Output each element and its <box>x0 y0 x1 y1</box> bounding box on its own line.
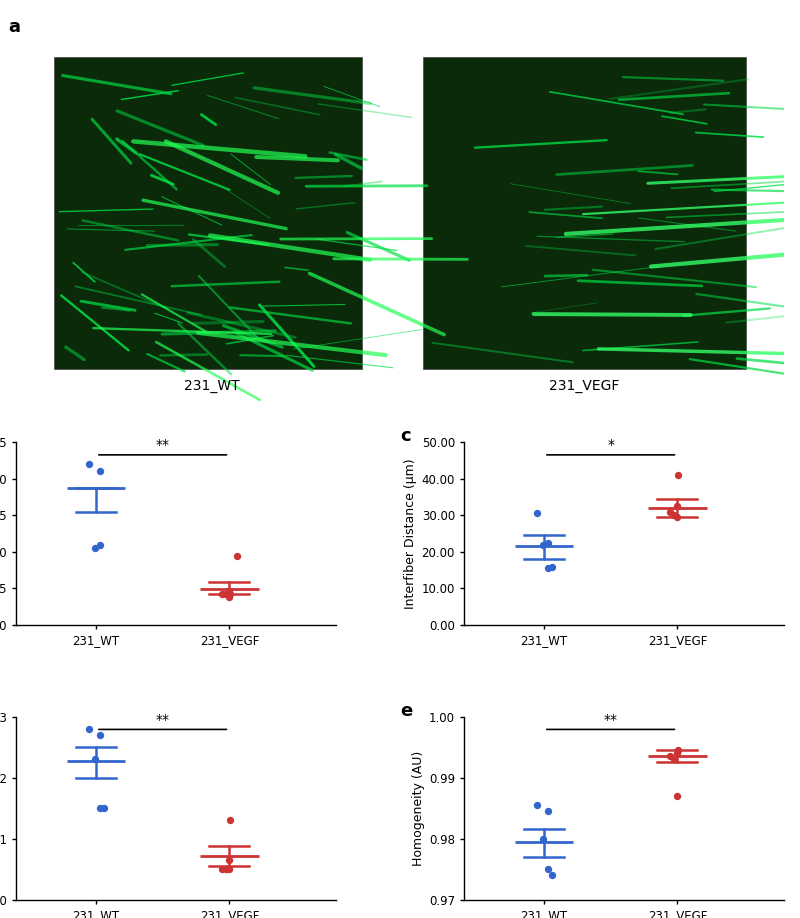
Point <box>223 862 236 877</box>
Point <box>537 832 550 846</box>
Point <box>219 862 232 877</box>
Point <box>219 587 232 601</box>
Point <box>89 752 102 767</box>
Point <box>546 559 558 574</box>
Point <box>216 862 229 877</box>
Point <box>541 862 554 877</box>
Point <box>531 506 544 521</box>
Point <box>223 587 236 601</box>
Y-axis label: Homogeneity (AU): Homogeneity (AU) <box>412 751 425 866</box>
Point <box>83 722 96 736</box>
Point <box>83 456 96 471</box>
Point <box>98 800 110 815</box>
Point <box>667 752 680 767</box>
Text: a: a <box>8 18 20 37</box>
Point <box>542 535 555 550</box>
Point <box>671 509 684 524</box>
Point <box>230 548 243 563</box>
Point <box>94 728 107 743</box>
Point <box>537 537 550 552</box>
FancyBboxPatch shape <box>54 57 362 369</box>
Point <box>223 853 236 868</box>
Point <box>671 498 684 513</box>
Point <box>93 537 106 552</box>
Point <box>667 508 680 522</box>
Point <box>664 504 677 519</box>
Text: *: * <box>607 438 614 453</box>
Point <box>93 800 106 815</box>
Point <box>664 749 677 764</box>
Text: 231_VEGF: 231_VEGF <box>549 378 619 393</box>
Point <box>671 467 684 482</box>
Point <box>531 798 544 812</box>
Text: 231_WT: 231_WT <box>184 378 240 393</box>
Y-axis label: Interfiber Distance (μm): Interfiber Distance (μm) <box>405 458 418 609</box>
Point <box>223 590 236 605</box>
Point <box>541 561 554 576</box>
Point <box>89 541 102 555</box>
Point <box>216 587 229 601</box>
Point <box>223 813 236 828</box>
Point <box>671 789 684 803</box>
Point <box>671 745 684 760</box>
Point <box>223 583 236 598</box>
Point <box>542 804 555 819</box>
Text: **: ** <box>156 712 170 727</box>
FancyBboxPatch shape <box>423 57 746 369</box>
Text: c: c <box>400 428 410 445</box>
Point <box>671 743 684 757</box>
Point <box>546 868 558 882</box>
Text: **: ** <box>156 438 170 453</box>
Text: **: ** <box>604 712 618 727</box>
Text: e: e <box>400 702 412 720</box>
Point <box>94 464 107 478</box>
